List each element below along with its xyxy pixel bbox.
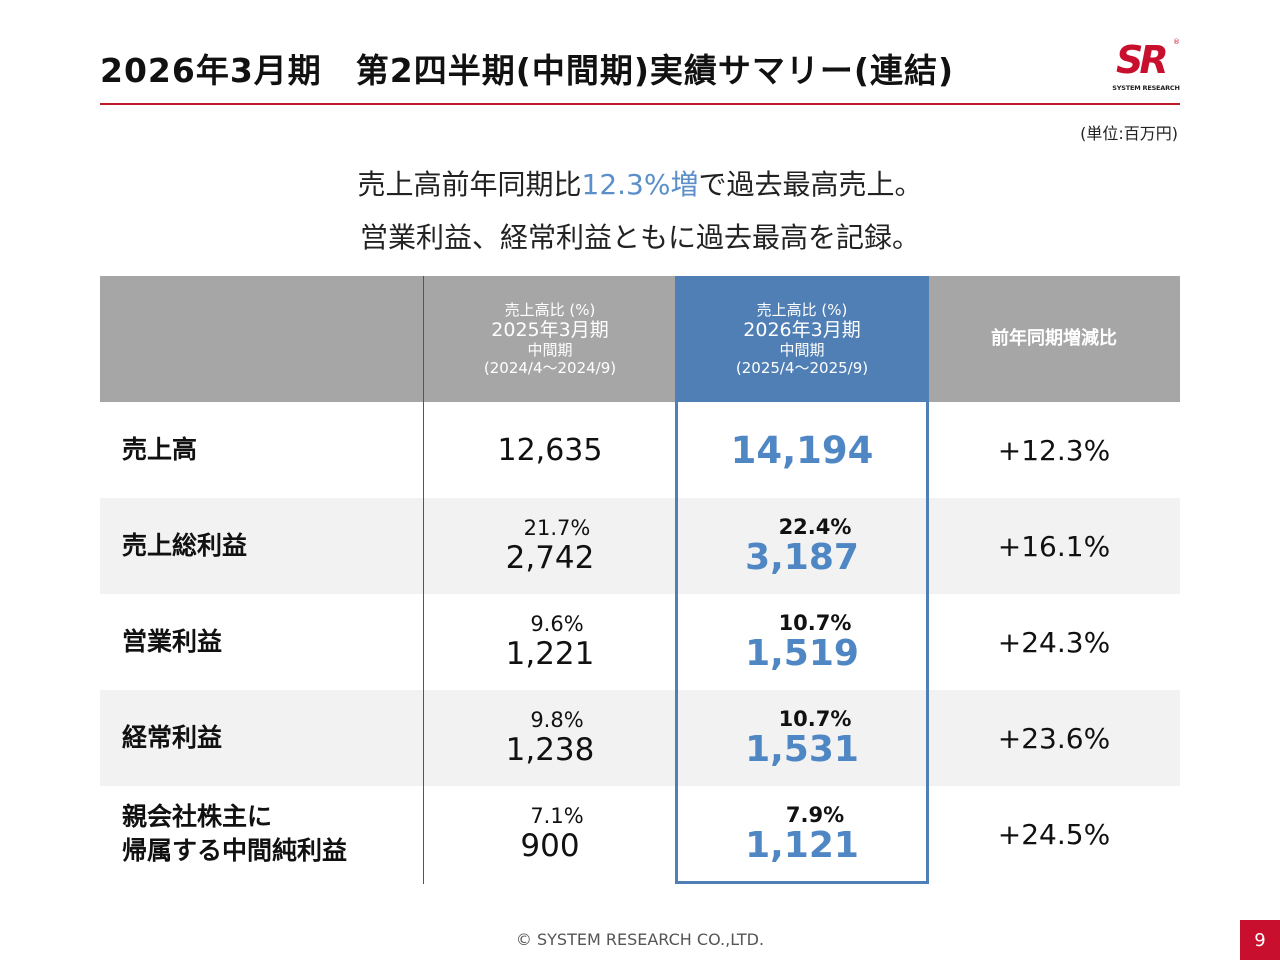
current-period-highlight-box: [675, 276, 929, 884]
yoy-change: +12.3%: [997, 433, 1111, 467]
current-period-header-background: [676, 276, 928, 402]
current-value: 1,531: [745, 728, 859, 770]
current-value: 1,519: [745, 632, 859, 674]
current-ratio: 10.7%: [778, 706, 852, 731]
prev-ratio: 21.7%: [523, 516, 591, 541]
row-label-line: 親会社株主に: [122, 802, 273, 832]
header-prev-period: 売上高比 (%) 2025年3月期 中間期 (2024/4～2024/9): [424, 276, 676, 402]
header-ratio-label: 売上高比 (%): [504, 300, 596, 319]
current-value: 3,187: [745, 536, 859, 578]
yoy-change: +23.6%: [997, 721, 1111, 755]
prev-value: 1,238: [505, 731, 595, 768]
table-row: 売上総利益 21.7% 2,742 22.4% 3,187 +16.1%: [100, 498, 1180, 594]
headline-highlight: 12.3%増: [581, 168, 699, 201]
prev-value: 12,635: [497, 432, 603, 468]
logo-mark: SR: [1116, 38, 1169, 82]
header-yoy: 前年同期増減比: [991, 328, 1117, 350]
current-value: 1,121: [745, 824, 859, 866]
logo-text: SYSTEM RESEARCH: [1112, 84, 1180, 92]
row-label: 売上総利益: [122, 531, 248, 561]
row-label: 売上高: [122, 435, 198, 465]
copyright: © SYSTEM RESEARCH CO.,LTD.: [515, 930, 765, 949]
unit-note: (単位:百万円): [1080, 124, 1178, 143]
company-logo: SR ® SYSTEM RESEARCH: [1112, 38, 1180, 94]
yoy-change: +24.5%: [997, 817, 1111, 851]
headline-text: 売上高前年同期比: [357, 168, 582, 201]
title-divider: [100, 103, 1180, 105]
row-shade: [100, 690, 1180, 786]
yoy-change: +24.3%: [997, 625, 1111, 659]
header-type: 中間期: [779, 341, 825, 360]
header-period: 2026年3月期: [743, 318, 861, 341]
yoy-change: +16.1%: [997, 529, 1111, 563]
registered-mark: ®: [1173, 38, 1180, 46]
page-number: 9: [1240, 920, 1280, 960]
headline-line-2: 営業利益、経常利益ともに過去最高を記録。: [359, 221, 920, 254]
row-label: 営業利益: [122, 627, 223, 657]
header-type: 中間期: [527, 341, 573, 360]
prev-value: 2,742: [505, 539, 595, 576]
table-row: 営業利益 9.6% 1,221 10.7% 1,519 +24.3%: [100, 594, 1180, 690]
prev-ratio: 9.8%: [530, 708, 584, 733]
row-label: 経常利益: [122, 723, 223, 753]
table-header-background: [100, 276, 1180, 402]
current-ratio: 10.7%: [778, 610, 852, 635]
header-current-period: 売上高比 (%) 2026年3月期 中間期 (2025/4～2025/9): [676, 276, 928, 402]
prev-ratio: 9.6%: [530, 612, 584, 637]
page-title: 2026年3月期 第2四半期(中間期)実績サマリー(連結): [100, 51, 955, 90]
header-period: 2025年3月期: [491, 318, 609, 341]
header-range: (2024/4～2024/9): [483, 359, 617, 378]
current-value: 14,194: [730, 428, 874, 472]
header-range: (2025/4～2025/9): [735, 359, 869, 378]
row-label-line: 帰属する中間純利益: [122, 836, 348, 865]
prev-value: 900: [520, 827, 580, 864]
header-ratio-label: 売上高比 (%): [756, 300, 848, 319]
headline-text: で過去最高売上。: [698, 168, 923, 201]
column-divider: [423, 276, 424, 884]
row-label: 親会社株主に 帰属する中間純利益: [122, 786, 347, 882]
headline-line-1: 売上高前年同期比12.3%増で過去最高売上。: [0, 163, 1280, 203]
prev-value: 1,221: [505, 635, 595, 672]
current-ratio: 22.4%: [778, 514, 852, 539]
table-row: 売上高 12,635 14,194 +12.3%: [100, 402, 1180, 498]
row-shade: [100, 498, 1180, 594]
table-row: 親会社株主に 帰属する中間純利益 7.1% 900 7.9% 1,121 +24…: [100, 786, 1180, 882]
results-table: 売上高比 (%) 2025年3月期 中間期 (2024/4～2024/9) 売上…: [100, 276, 1180, 884]
current-ratio: 7.9%: [785, 802, 845, 827]
table-row: 経常利益 9.8% 1,238 10.7% 1,531 +23.6%: [100, 690, 1180, 786]
prev-ratio: 7.1%: [530, 804, 584, 829]
